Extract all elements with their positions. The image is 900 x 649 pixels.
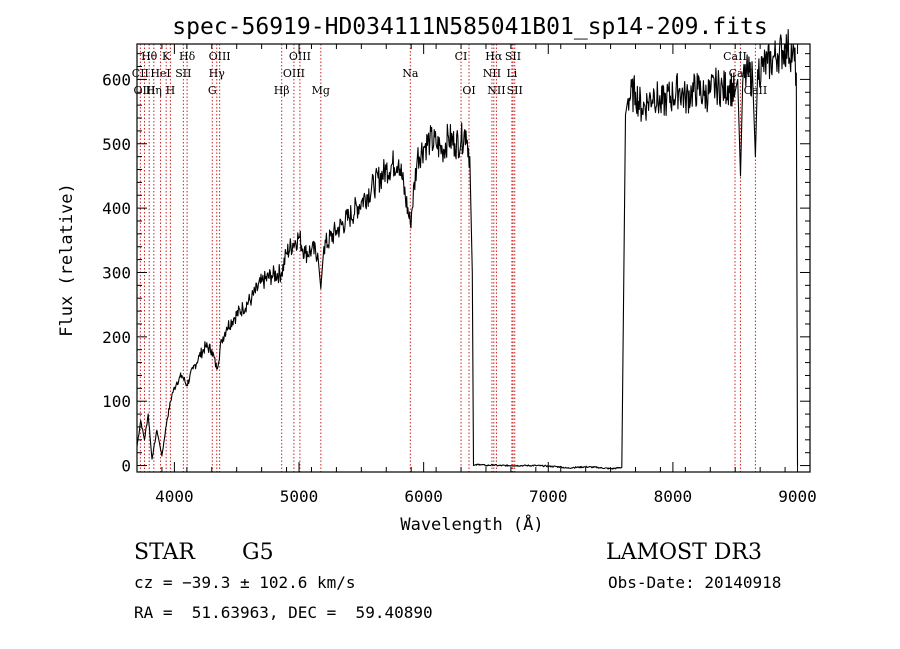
line-label: SII [507,84,523,97]
x-tick-label: 8000 [654,487,693,506]
y-tick-label: 0 [121,457,131,476]
line-label: CaII [744,84,768,97]
line-label: Li [506,67,517,80]
x-tick-label: 7000 [529,487,568,506]
y-tick-label: 100 [102,392,131,411]
coordinates: RA = 51.63963, DEC = 59.40890 [134,603,433,622]
x-tick-label: 4000 [155,487,194,506]
line-label: Hβ [274,84,290,97]
line-label: K [162,50,171,63]
y-axis-label: Flux (relative) [57,183,77,337]
line-label: Hη [146,84,162,97]
y-tick-label: 300 [102,263,131,282]
line-label: G [208,84,217,97]
line-label: NII [487,84,505,97]
plot-frame [136,43,811,473]
line-label: H [166,84,176,97]
x-axis-label: Wavelength (Å) [400,513,543,535]
line-label: SII [175,67,191,80]
axes: 4000 5000 6000 7000 8000 9000 0 100 200 300 400 500… [102,43,817,506]
x-tick-label: 9000 [778,487,817,506]
y-tick-label: 200 [102,328,131,347]
spectrum-line [136,29,799,470]
x-tick-label: 6000 [404,487,443,506]
line-label: OIII [133,84,155,97]
line-label: CII [132,67,149,80]
line-label: HeI [150,67,170,80]
line-label: OIII [289,50,311,63]
line-marker-group [139,44,756,472]
line-label: SII [505,50,521,63]
line-label: Hα [485,50,503,63]
line-label: Mg [312,84,330,97]
line-label: Na [402,67,419,80]
survey-name: LAMOST DR3 [606,540,762,565]
line-label: OIII [283,67,305,80]
line-label: Hθ [141,50,158,63]
y-tick-label: 500 [102,135,131,154]
line-label: NII [483,67,501,80]
chart-title: spec-56919-HD034111N585041B01_sp14-209.f… [172,14,767,40]
plot-area [136,29,799,470]
line-label: OIII [209,50,231,63]
observation-date: Obs-Date: 20140918 [608,573,782,592]
y-tick-label: 400 [102,199,131,218]
line-label: OI [462,84,475,97]
x-tick-label: 5000 [280,487,319,506]
redshift-velocity: cz = −39.3 ± 102.6 km/s [134,573,356,592]
object-subclass: G5 [242,540,274,565]
line-label: CaII [723,50,747,63]
line-label: Hγ [209,67,226,80]
line-label: CI [455,50,468,63]
object-class: STAR [134,540,195,565]
line-label: Hδ [179,50,196,63]
y-tick-label: 600 [102,70,131,89]
